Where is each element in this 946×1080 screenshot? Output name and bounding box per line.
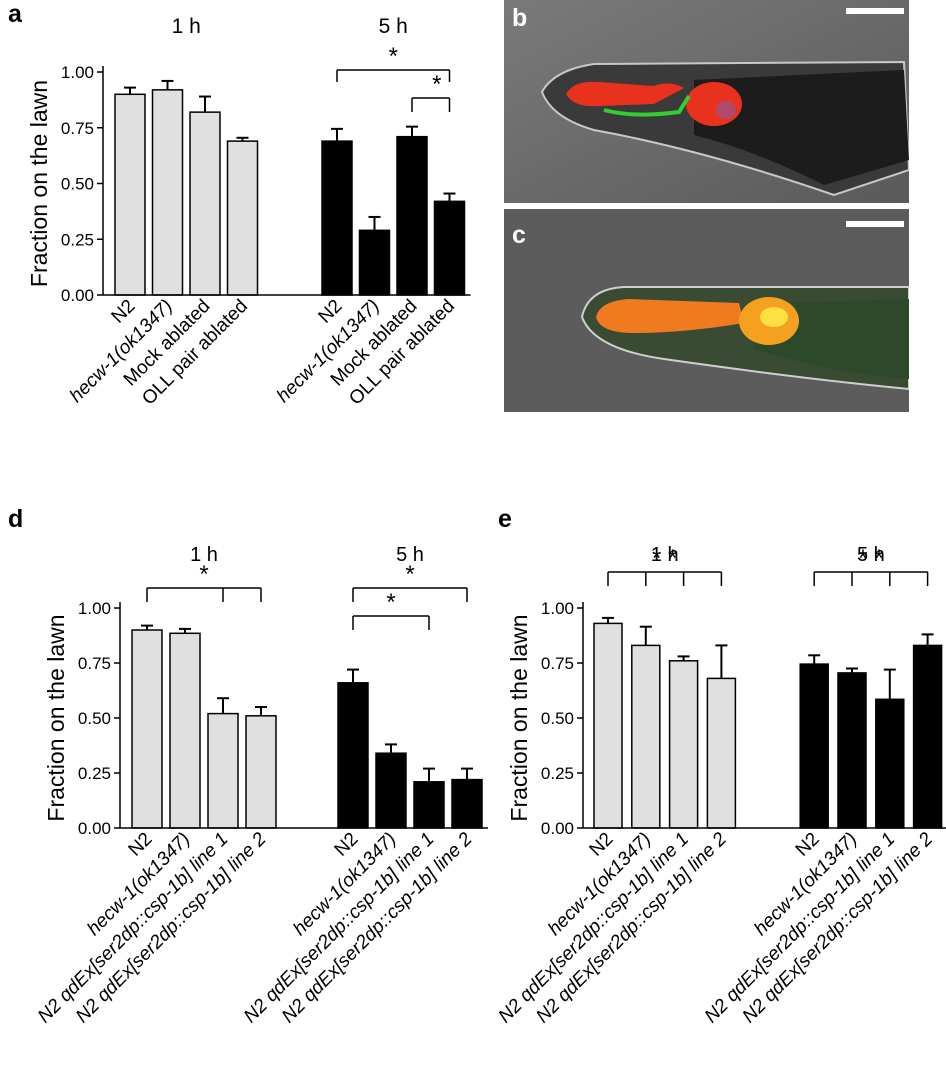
bar [358, 229, 391, 296]
bar [207, 712, 239, 829]
group-label: 5 h [857, 544, 885, 566]
bar [593, 622, 623, 829]
bar [375, 752, 407, 829]
category-label: N2 qdEx[ser2dp::csp-1b] line 1 [495, 829, 694, 1028]
bar [114, 93, 146, 296]
y-axis-label: Fraction on the lawn [43, 614, 69, 821]
bar [169, 632, 201, 829]
significance-label: * * [652, 545, 677, 572]
group-label: 1 h [172, 15, 201, 38]
y-tick-label: 0.00 [78, 819, 111, 838]
y-tick-label: 0.75 [61, 119, 94, 138]
significance-label: * * [858, 545, 883, 572]
y-tick-label: 0.00 [541, 819, 574, 838]
category-label: N2 qdEx[ser2dp::csp-1b] line 1 [240, 829, 439, 1028]
y-tick-label: 0.25 [61, 230, 94, 249]
bar [668, 660, 699, 829]
group-label: 1 h [651, 544, 679, 566]
y-tick-label: 0.50 [61, 175, 94, 194]
microscopy-image-c: c [504, 209, 909, 412]
category-label: N2 qdEx[ser2dp::csp-1b] line 1 [34, 829, 233, 1028]
bar [321, 140, 353, 296]
bar [706, 677, 737, 829]
y-tick-label: 0.75 [78, 654, 111, 673]
panel-letter-a: a [8, 0, 23, 28]
significance-label: * [405, 561, 414, 588]
panel-letter-e: e [498, 505, 512, 533]
bar [396, 135, 428, 296]
bar [413, 781, 445, 829]
panel-letter-b: b [512, 4, 528, 32]
category-label: N2 qdEx[ser2dp::csp-1b] line 1 [701, 829, 900, 1028]
chart-panel-d: d 0.00 0.25 0.50 0.75 1.00 Fraction on the law… [8, 505, 488, 1027]
bar [912, 644, 943, 829]
group-label: 5 h [396, 544, 424, 566]
bar [837, 672, 867, 829]
significance-label: * [432, 71, 441, 98]
y-tick-label: 0.75 [541, 654, 574, 673]
panel-letter-c: c [512, 221, 526, 249]
y-tick-label: 1.00 [541, 599, 574, 618]
significance-label: * [199, 561, 208, 588]
bar [799, 663, 829, 829]
significance-label: * [386, 589, 395, 616]
chart-panel-e: e 0.00 0.25 0.50 0.75 1.00 Fraction on the law… [495, 505, 946, 1027]
y-tick-label: 0.50 [541, 709, 574, 728]
bar [189, 111, 221, 296]
bar [875, 698, 905, 829]
y-tick-label: 1.00 [61, 63, 94, 82]
bar [151, 89, 184, 296]
bar [131, 629, 163, 829]
bar [433, 200, 466, 296]
microscopy-image-b: b [504, 0, 909, 203]
bar [226, 140, 259, 296]
bar [451, 778, 483, 829]
bar [631, 644, 661, 829]
chart-panel-a: a 0.00 0.25 0.50 0.75 1.00 Fraction on the law… [8, 0, 471, 409]
y-tick-label: 0.25 [78, 764, 111, 783]
group-label: 1 h [190, 544, 218, 566]
bar [337, 682, 369, 829]
bar [245, 715, 277, 829]
panel-letter-d: d [8, 505, 23, 533]
group-label: 5 h [379, 15, 408, 38]
y-tick-label: 0.50 [78, 709, 111, 728]
y-tick-label: 1.00 [78, 599, 111, 618]
y-tick-label: 0.00 [61, 286, 94, 305]
y-tick-label: 0.25 [541, 764, 574, 783]
worm-head-image-b [504, 0, 909, 203]
y-axis-label: Fraction on the lawn [506, 614, 532, 821]
worm-head-image-c [504, 209, 909, 412]
y-axis-label: Fraction on the lawn [26, 80, 52, 287]
significance-label: * [389, 43, 398, 70]
